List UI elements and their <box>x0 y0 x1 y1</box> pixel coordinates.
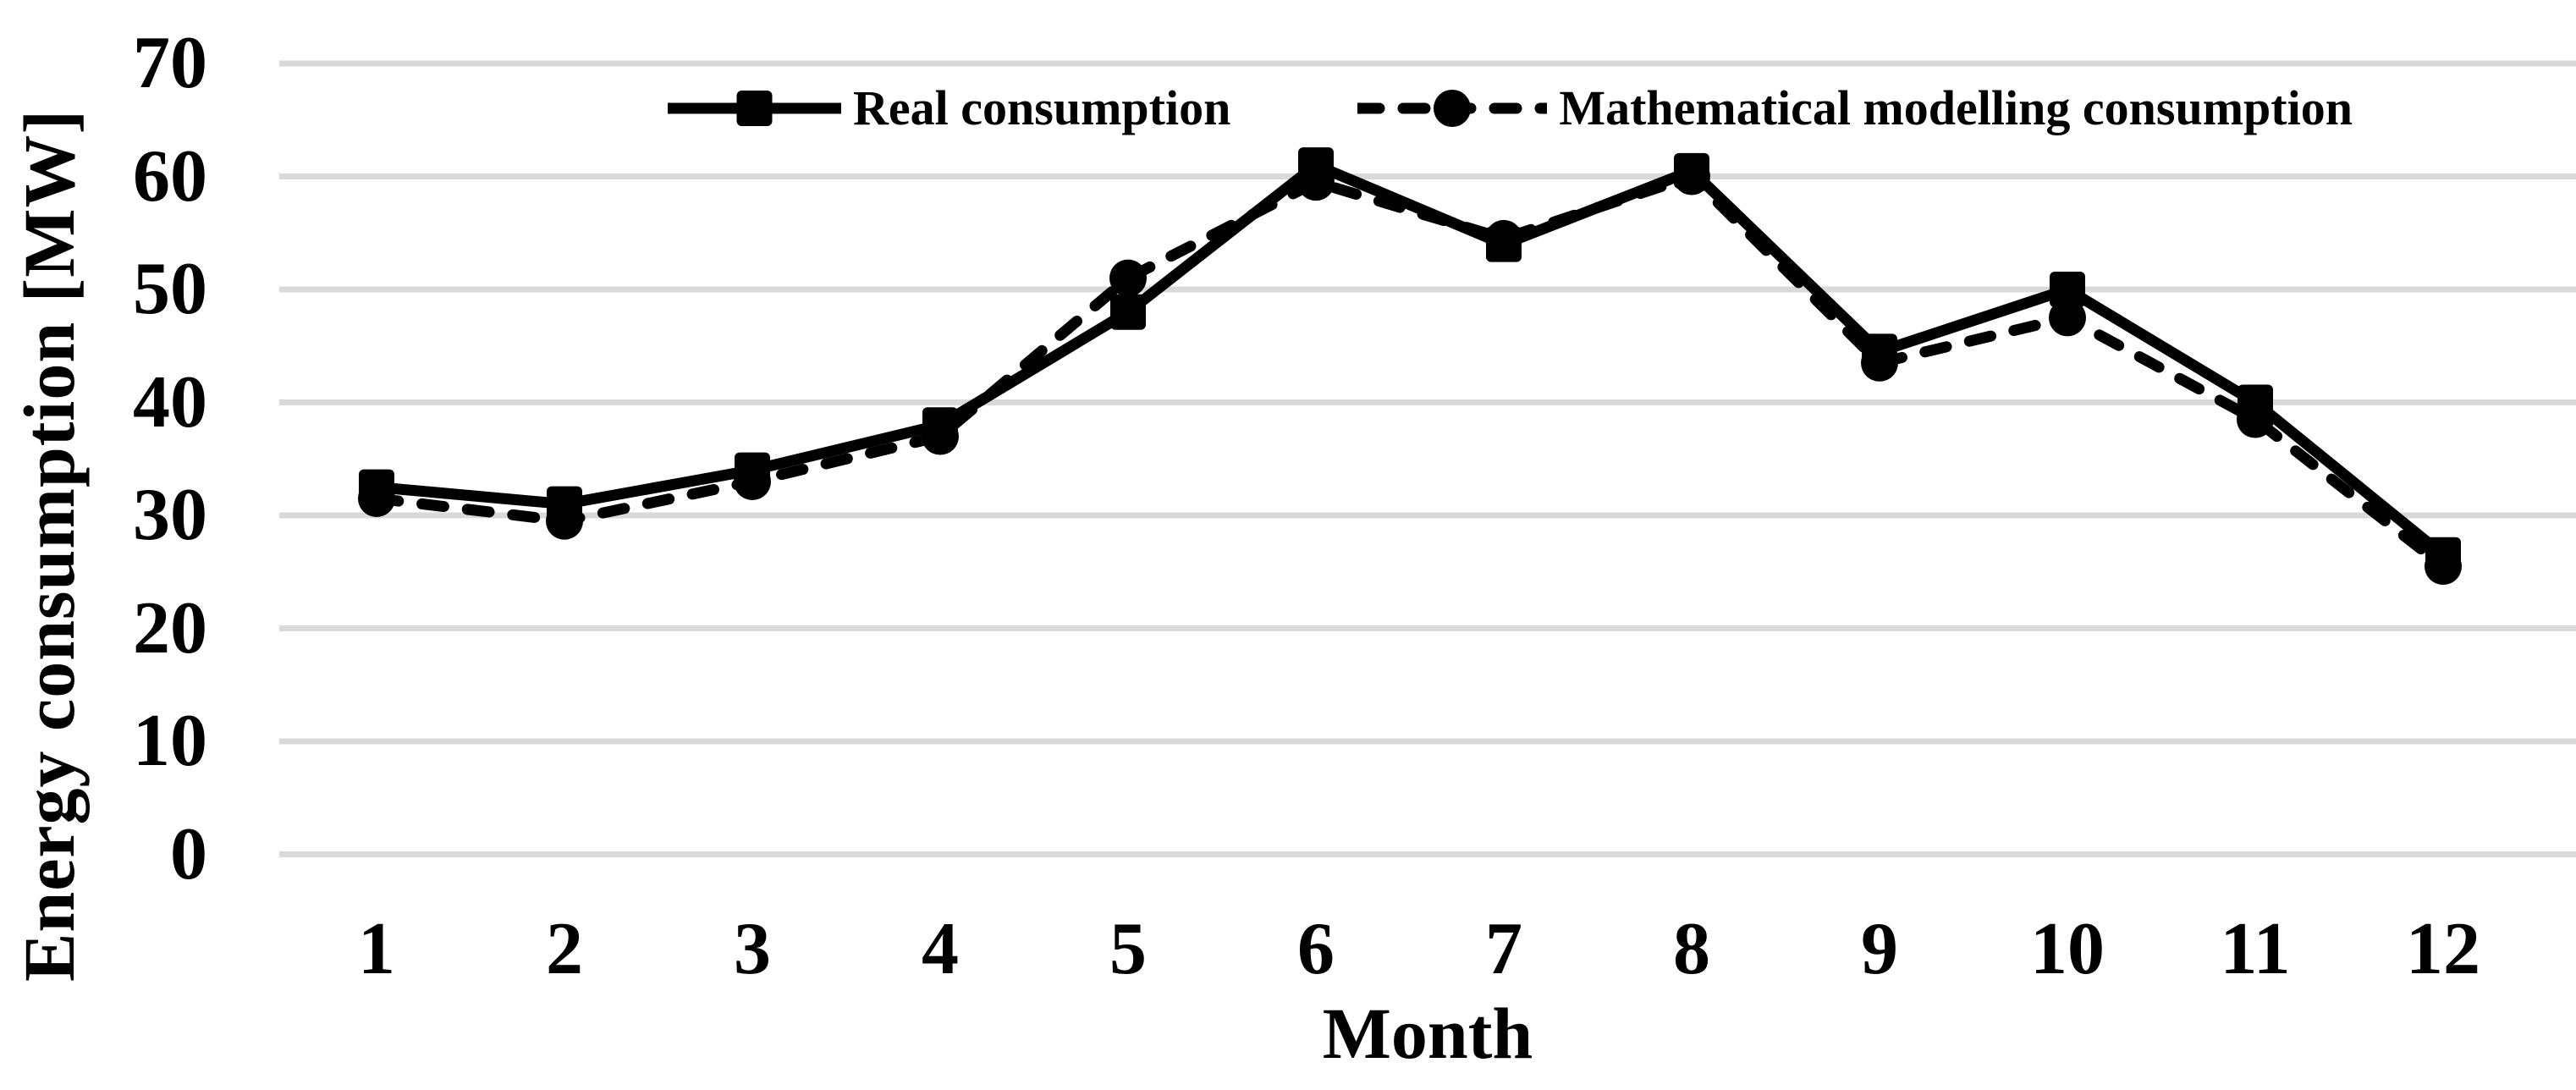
x-tick-label: 8 <box>1673 908 1710 990</box>
model-marker <box>1297 163 1335 201</box>
legend-model-sample <box>1357 90 1548 127</box>
y-tick-label: 10 <box>133 700 207 782</box>
model-marker <box>922 417 959 455</box>
model-consumption-line <box>371 171 2449 572</box>
x-tick-label: 12 <box>2406 908 2480 990</box>
real-marker <box>1110 294 1146 330</box>
x-tick-label: 9 <box>1861 908 1898 990</box>
x-axis-title: Month <box>1322 993 1533 1074</box>
model-marker <box>358 479 395 517</box>
model-marker <box>2425 548 2462 586</box>
legend-label-real: Real consumption <box>853 80 1231 135</box>
legend-item-model: Mathematical modelling consumption <box>1357 81 2353 135</box>
legend-real-sample <box>668 91 841 126</box>
legend-label-model: Mathematical modelling consumption <box>1559 80 2353 135</box>
legend-circle-marker-icon <box>1434 90 1472 127</box>
x-tick-label: 7 <box>1485 908 1522 990</box>
model-marker <box>1861 344 1898 382</box>
x-tick-label: 4 <box>922 908 959 990</box>
y-tick-label: 50 <box>133 248 207 330</box>
y-tick-label: 0 <box>170 812 207 895</box>
chart-legend: Real consumption Mathematical modelling … <box>668 81 2353 135</box>
y-tick-label: 20 <box>133 586 207 669</box>
model-marker <box>2049 299 2086 337</box>
x-tick-label: 10 <box>2030 908 2105 990</box>
real-marker <box>2050 272 2085 307</box>
model-marker <box>1109 259 1147 297</box>
x-tick-label: 2 <box>546 908 583 990</box>
x-tick-label: 11 <box>2220 908 2291 990</box>
legend-item-real: Real consumption <box>668 81 1230 135</box>
x-tick-label: 6 <box>1297 908 1335 990</box>
y-tick-label: 70 <box>133 22 207 104</box>
legend-square-marker-icon <box>736 91 773 126</box>
model-marker <box>546 502 583 540</box>
y-tick-label: 60 <box>133 135 207 217</box>
real-consumption-line <box>371 159 2449 561</box>
x-tick-label: 5 <box>1109 908 1147 990</box>
x-tick-label: 1 <box>358 908 395 990</box>
model-marker <box>1673 157 1710 195</box>
y-tick-label: 40 <box>133 361 207 443</box>
model-marker <box>2237 400 2274 438</box>
model-marker <box>1485 219 1522 257</box>
y-tick-label: 30 <box>133 474 207 556</box>
x-tick-label: 3 <box>734 908 771 990</box>
model-marker <box>734 462 771 500</box>
